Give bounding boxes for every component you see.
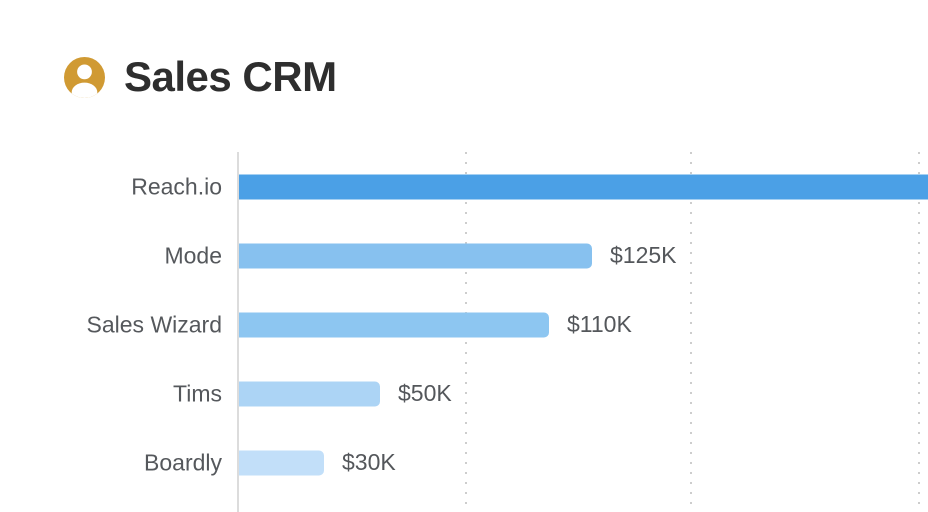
category-label: Mode (164, 242, 222, 268)
axis-line (237, 152, 239, 512)
person-icon (64, 56, 105, 98)
chart-row: Tims $50K (0, 359, 928, 428)
chart-row: Sales Wizard $110K (0, 290, 928, 359)
bar-track: $110K (239, 311, 928, 337)
bar (239, 381, 380, 406)
bar-chart: Reach.io Mode $125K Sales Wizard $110K Tims $5… (0, 152, 928, 512)
value-label: $30K (342, 449, 396, 475)
page-title: Sales CRM (124, 53, 337, 100)
value-label: $125K (610, 242, 677, 268)
header: Sales CRM (64, 56, 337, 98)
bar-track: $125K (239, 242, 928, 268)
category-label: Boardly (144, 449, 222, 475)
bar (239, 174, 928, 199)
bar-track: $30K (239, 449, 928, 475)
chart-row: Mode $125K (0, 221, 928, 290)
category-label: Sales Wizard (86, 311, 222, 337)
chart-row: Reach.io (0, 152, 928, 221)
chart-row: Boardly $30K (0, 428, 928, 497)
value-label: $50K (398, 380, 452, 406)
bar (239, 312, 549, 337)
bar-track: $50K (239, 380, 928, 406)
value-label: $110K (567, 311, 632, 337)
category-label: Reach.io (131, 173, 222, 199)
bar (239, 450, 324, 475)
bar (239, 243, 592, 268)
gridline (690, 152, 692, 512)
category-label: Tims (173, 380, 222, 406)
bar-track (239, 174, 928, 199)
gridline (918, 152, 920, 512)
